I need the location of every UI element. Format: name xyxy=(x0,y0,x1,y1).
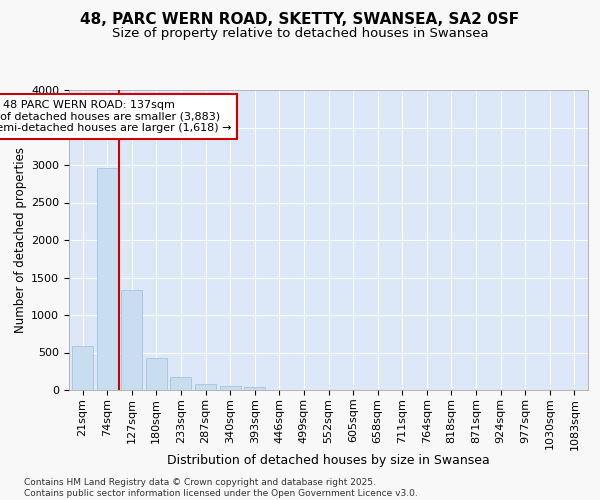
Y-axis label: Number of detached properties: Number of detached properties xyxy=(14,147,27,333)
Bar xyxy=(195,384,216,390)
Text: 48, PARC WERN ROAD, SKETTY, SWANSEA, SA2 0SF: 48, PARC WERN ROAD, SKETTY, SWANSEA, SA2… xyxy=(80,12,520,28)
Bar xyxy=(220,386,241,390)
X-axis label: Distribution of detached houses by size in Swansea: Distribution of detached houses by size … xyxy=(167,454,490,466)
Bar xyxy=(97,168,118,390)
Text: 48 PARC WERN ROAD: 137sqm
← 70% of detached houses are smaller (3,883)
29% of se: 48 PARC WERN ROAD: 137sqm ← 70% of detac… xyxy=(0,100,231,133)
Bar xyxy=(244,386,265,390)
Bar xyxy=(72,346,93,390)
Bar xyxy=(121,290,142,390)
Bar xyxy=(170,377,191,390)
Bar xyxy=(146,358,167,390)
Text: Size of property relative to detached houses in Swansea: Size of property relative to detached ho… xyxy=(112,28,488,40)
Text: Contains HM Land Registry data © Crown copyright and database right 2025.
Contai: Contains HM Land Registry data © Crown c… xyxy=(24,478,418,498)
